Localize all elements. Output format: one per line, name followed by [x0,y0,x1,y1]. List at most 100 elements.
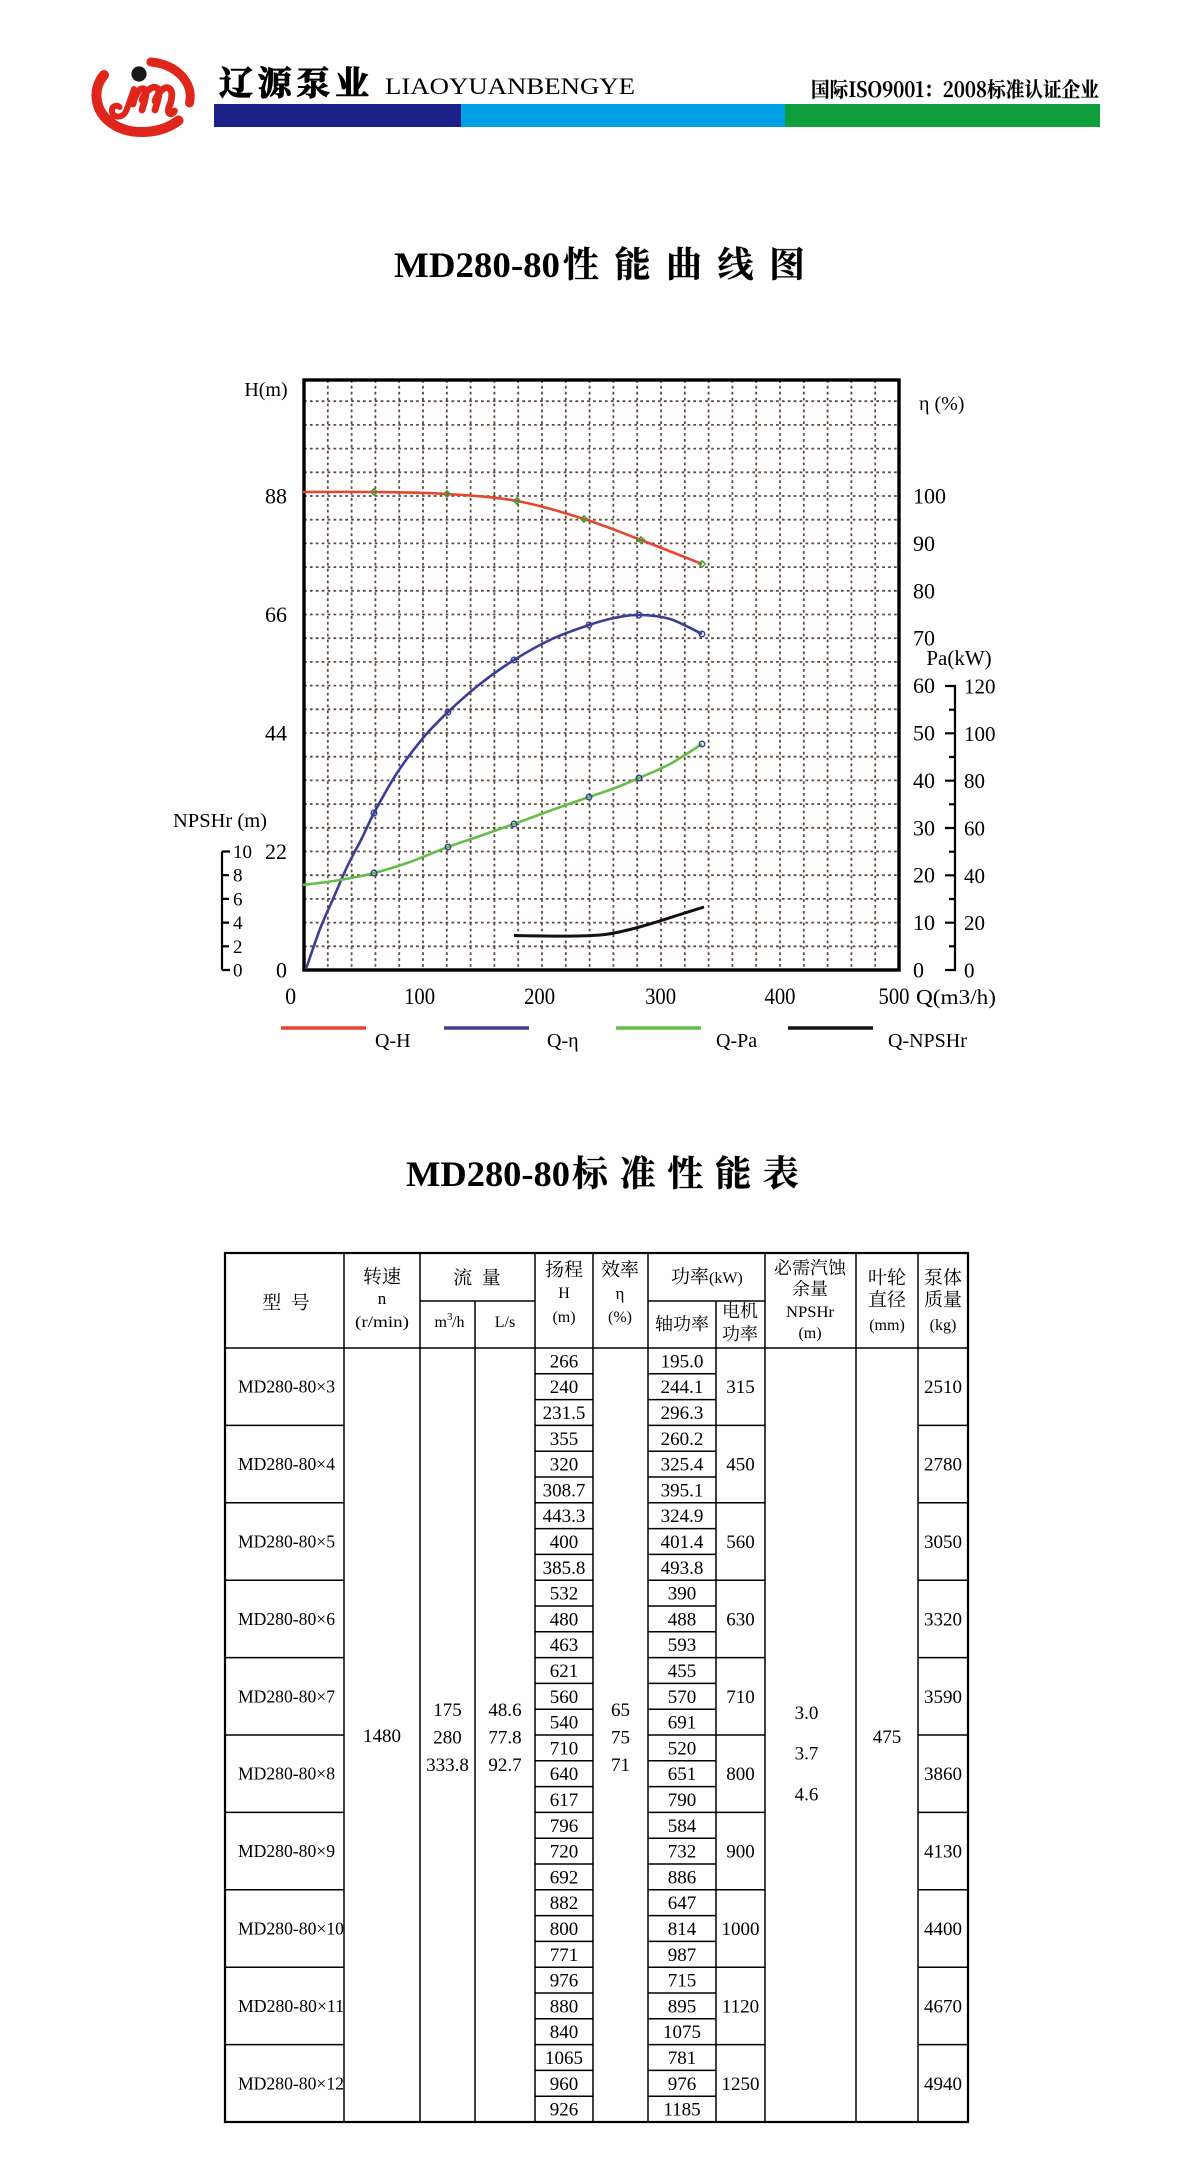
svg-text:H: H [558,1285,570,1302]
svg-text:324.9: 324.9 [661,1506,704,1527]
svg-text:790: 790 [668,1790,697,1811]
svg-text:(kg): (kg) [930,1317,957,1334]
svg-text:640: 640 [550,1764,579,1785]
svg-text:308.7: 308.7 [543,1480,586,1501]
svg-text:593: 593 [668,1635,697,1656]
svg-text:(m): (m) [552,1309,575,1326]
svg-text:200: 200 [524,984,555,1009]
svg-text:781: 781 [668,2048,697,2069]
svg-text:44: 44 [265,721,287,746]
svg-text:Q-NPSHr: Q-NPSHr [888,1030,967,1052]
svg-text:92.7: 92.7 [488,1755,521,1776]
svg-text:65: 65 [611,1700,630,1721]
svg-text:3.7: 3.7 [795,1744,819,1765]
svg-text:260.2: 260.2 [661,1429,704,1450]
svg-text:976: 976 [668,2074,697,2095]
svg-text:300: 300 [645,984,676,1009]
svg-text:732: 732 [668,1842,697,1863]
svg-text:3860: 3860 [924,1764,962,1785]
svg-text:66: 66 [265,602,287,627]
svg-text:720: 720 [550,1842,579,1863]
svg-text:886: 886 [668,1867,697,1888]
svg-text:480: 480 [550,1609,579,1630]
svg-text:560: 560 [726,1532,755,1553]
svg-text:400: 400 [765,984,796,1009]
svg-text:20: 20 [964,911,985,935]
svg-text:4670: 4670 [924,1996,962,2017]
svg-text:80: 80 [964,769,985,793]
svg-text:800: 800 [726,1764,755,1785]
svg-text:617: 617 [550,1790,579,1811]
svg-text:100: 100 [404,984,435,1009]
svg-text:MD280-80×12: MD280-80×12 [238,2073,344,2093]
svg-text:710: 710 [726,1687,755,1708]
svg-text:296.3: 296.3 [661,1403,704,1424]
svg-text:3590: 3590 [924,1687,962,1708]
svg-text:244.1: 244.1 [661,1377,704,1398]
svg-text:80: 80 [913,578,935,603]
svg-text:800: 800 [550,1919,579,1940]
svg-text:895: 895 [668,1996,697,2017]
svg-text:88: 88 [265,484,287,509]
svg-text:NPSHr: NPSHr [786,1304,835,1321]
svg-text:MD280-80×5: MD280-80×5 [238,1532,335,1552]
svg-text:960: 960 [550,2074,579,2095]
svg-text:60: 60 [913,673,935,698]
svg-text:0: 0 [964,958,975,982]
svg-text:LIAOYUANBENGYE: LIAOYUANBENGYE [385,74,635,99]
svg-text:333.8: 333.8 [426,1755,469,1776]
svg-text:MD280-80: MD280-80 [394,245,560,285]
svg-text:463: 463 [550,1635,579,1656]
svg-text:MD280-80×11: MD280-80×11 [238,1996,344,2016]
svg-text:m: m [435,1314,448,1331]
svg-text:540: 540 [550,1713,579,1734]
svg-text:532: 532 [550,1584,579,1605]
svg-text:692: 692 [550,1867,579,1888]
svg-text:4.6: 4.6 [795,1784,819,1805]
svg-text:MD280-80×4: MD280-80×4 [238,1454,335,1474]
svg-text:η (%): η (%) [919,393,964,415]
svg-text:0: 0 [233,961,243,982]
svg-text:/h: /h [452,1314,464,1331]
svg-text:926: 926 [550,2100,579,2121]
svg-text:814: 814 [668,1919,697,1940]
svg-text:Q(m3/h): Q(m3/h) [916,985,996,1009]
svg-text:231.5: 231.5 [543,1403,586,1424]
svg-text:195.0: 195.0 [661,1351,704,1372]
svg-text:10: 10 [233,842,252,863]
svg-text:Q-Pa: Q-Pa [716,1030,757,1052]
svg-text:1250: 1250 [722,2074,760,2095]
svg-text:40: 40 [964,864,985,888]
svg-text:493.8: 493.8 [661,1558,704,1579]
svg-text:MD280-80×9: MD280-80×9 [238,1841,335,1861]
svg-text:0: 0 [913,958,924,983]
svg-text:488: 488 [668,1609,697,1630]
svg-text:900: 900 [726,1842,755,1863]
svg-text:4130: 4130 [924,1842,962,1863]
svg-text:2780: 2780 [924,1455,962,1476]
svg-text:(kW): (kW) [709,1270,743,1287]
svg-text:77.8: 77.8 [488,1728,521,1749]
svg-text:240: 240 [550,1377,579,1398]
svg-text:630: 630 [726,1609,755,1630]
svg-text:2: 2 [233,937,243,958]
svg-text:n: n [378,1289,387,1308]
svg-text:1120: 1120 [722,1996,759,2017]
svg-text:987: 987 [668,1945,697,1966]
svg-text:401.4: 401.4 [661,1532,704,1553]
svg-text:MD280-80×10: MD280-80×10 [238,1919,344,1939]
svg-text:1480: 1480 [363,1726,401,1747]
svg-text:3050: 3050 [924,1532,962,1553]
svg-text:4400: 4400 [924,1919,962,1940]
svg-text:40: 40 [913,768,935,793]
svg-text:1065: 1065 [545,2048,583,2069]
svg-text:651: 651 [668,1764,697,1785]
svg-text:560: 560 [550,1687,579,1708]
svg-text:771: 771 [550,1945,579,1966]
svg-text:1000: 1000 [722,1919,760,1940]
svg-text:280: 280 [433,1728,462,1749]
svg-text:1075: 1075 [663,2022,701,2043]
svg-text:100: 100 [913,484,946,509]
svg-text:882: 882 [550,1893,579,1914]
svg-text:10: 10 [913,910,935,935]
